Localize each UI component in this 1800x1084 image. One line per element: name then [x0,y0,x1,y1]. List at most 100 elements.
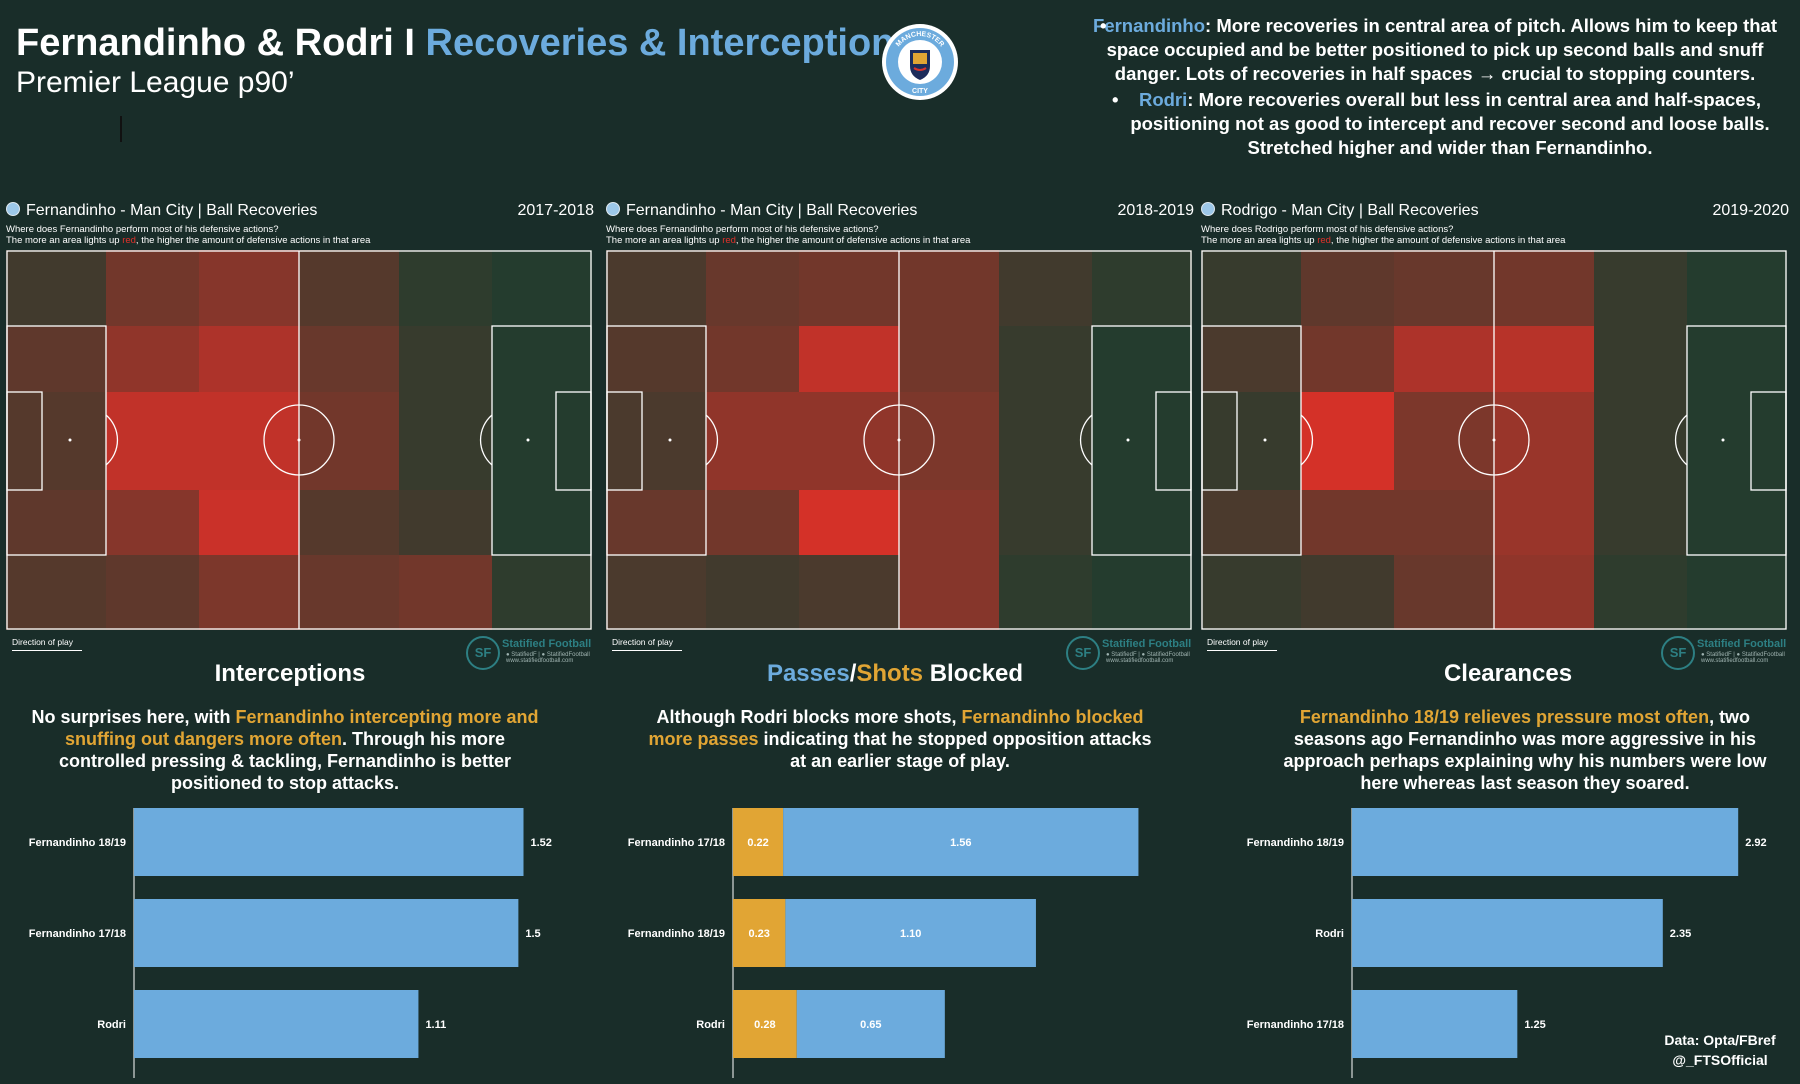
title-accent: Recoveries & Interceptions [425,22,916,64]
category-label: Fernandinho 17/18 [29,928,126,940]
heat-cell [1594,490,1687,555]
brand-handles: ● StatifiedF | ● StatifiedFootball www.st… [506,652,590,664]
note-text: : More recoveries overall but less in ce… [1130,89,1770,158]
author-handle: @_FTSOfficial [1672,1052,1768,1068]
brand-handles: ● StatifiedF | ● StatifiedFootball www.st… [1701,652,1785,664]
bar-value-label: 1.10 [900,928,921,940]
heat-cell [1301,490,1394,555]
heat-cell [1092,250,1192,326]
club-logo-icon [1201,202,1215,216]
bar-value-label: 1.52 [531,837,552,849]
bar-value-label: 2.35 [1670,928,1691,940]
heat-cell [1301,555,1394,630]
heatmap-pitch [6,250,592,630]
heat-cell [1594,555,1687,630]
heat-cell [706,392,799,490]
penalty-arc [1300,414,1314,466]
heat-cell [899,326,999,392]
centre-circle [263,404,335,476]
notes-list: Fernandinho: More recoveries in central … [1090,14,1780,162]
heat-cell [399,490,492,555]
heat-cell [1301,392,1394,490]
penalty-arc [705,414,719,466]
heat-cell [1394,326,1494,392]
penalty-spot [68,438,72,442]
heat-cell [1687,392,1787,490]
heat-cell [1092,490,1192,555]
heat-cell [1494,392,1594,490]
heat-cell [899,555,999,630]
direction-arrow-icon [1207,650,1277,651]
penalty-spot [526,438,530,442]
bar-shots [733,990,797,1058]
heat-cell [6,326,106,392]
penalty-arc [105,414,119,466]
brand-name: Statified Football [1102,638,1192,650]
penalty-arc [1079,414,1093,466]
heat-cell [299,392,399,490]
heat-cell [1201,555,1301,630]
bar [1352,808,1739,876]
note-name: Rodri [1138,89,1188,110]
heat-cell [1201,250,1301,326]
heat-cell [1494,490,1594,555]
note-fernandinho: Fernandinho: More recoveries in central … [1090,14,1780,86]
centre-circle [1458,404,1530,476]
heat-cell [1092,555,1192,630]
heat-cell [299,250,399,326]
heat-cell [1687,326,1787,392]
heatmap-title: Fernandinho - Man City | Ball Recoveries [6,202,317,220]
heat-cell [1301,250,1394,326]
bar-passes [783,808,1139,876]
bar [1352,899,1663,967]
direction-of-play-label: Direction of play [612,637,673,647]
heatmap-pitch [606,250,1192,630]
brand-handles: ● StatifiedF | ● StatifiedFootball www.st… [1106,652,1190,664]
category-label: Rodri [696,1019,725,1031]
penalty-spot [668,438,672,442]
heatmap-subtitle: Where does Rodrigo perform most of his d… [1201,224,1566,246]
heat-cell [999,555,1092,630]
heat-cell [1394,555,1494,630]
blocked-title: Passes/Shots Blocked [766,660,1024,687]
heat-cell [1494,250,1594,326]
heat-cell [492,250,592,326]
centre-spot [897,438,901,442]
heat-cell [1201,326,1301,392]
man-city-crest-icon: MANCHESTER CITY [882,24,958,100]
heat-cell [799,490,899,555]
six-yard-box-left [6,391,43,491]
six-yard-box-left [1201,391,1238,491]
heat-cell [199,392,299,490]
heat-cell [606,555,706,630]
heat-cell [899,250,999,326]
heat-cell [6,392,106,490]
brand-name: Statified Football [1697,638,1787,650]
heatmap-panel-rodrigo-2019: Rodrigo - Man City | Ball Recoveries 201… [1201,198,1793,670]
heat-cell [1394,490,1494,555]
bar-value-label: 0.65 [860,1019,881,1031]
bar-passes [785,899,1036,967]
six-yard-box-right [555,391,592,491]
category-label: Fernandinho 17/18 [1247,1019,1344,1031]
heat-cell [706,490,799,555]
heat-cell [399,326,492,392]
club-logo-icon [606,202,620,216]
category-label: Fernandinho 17/18 [628,837,725,849]
statified-logo-icon: SF [1661,636,1695,670]
heat-cell [299,326,399,392]
heat-cell [6,250,106,326]
heat-cell [492,392,592,490]
category-label: Fernandinho 18/19 [29,837,126,849]
heat-cell [1494,555,1594,630]
heat-cell [1594,392,1687,490]
clearances-bar-chart: Fernandinho 18/19 2.92 Rodri 2.35 Fernandinh… [1247,808,1767,1078]
bar [134,808,524,876]
club-logo-icon [6,202,20,216]
heat-cell [6,490,106,555]
data-source: Data: Opta/FBref [1664,1032,1776,1048]
interceptions-title: Interceptions [214,660,366,687]
heat-cell [1394,250,1494,326]
heat-cell [706,555,799,630]
heat-cell [199,490,299,555]
